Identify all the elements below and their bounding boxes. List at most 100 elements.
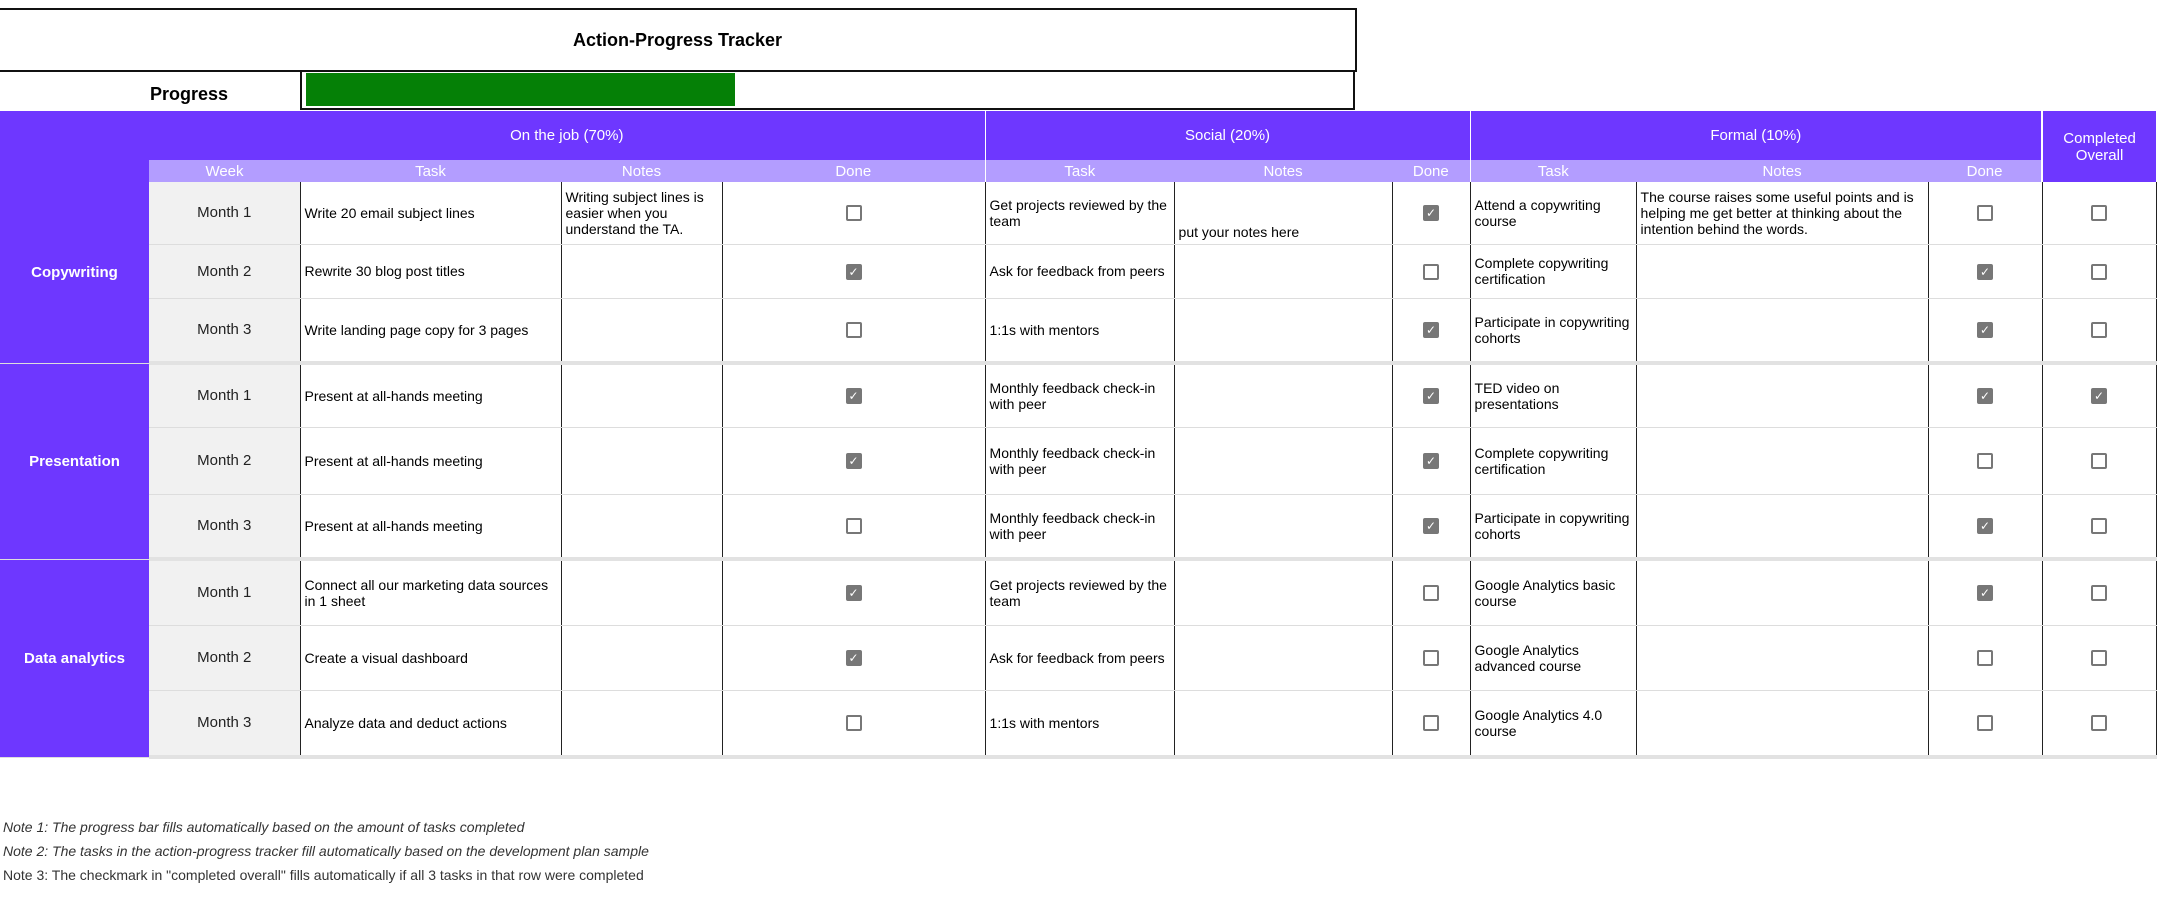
completed-overall-checkbox[interactable] xyxy=(2091,453,2108,470)
formal-notes[interactable] xyxy=(1635,427,1929,495)
formal-task[interactable]: Google Analytics basic course xyxy=(1469,559,1637,626)
formal-notes[interactable] xyxy=(1635,625,1929,691)
formal-task[interactable]: Google Analytics advanced course xyxy=(1469,625,1637,691)
social-notes[interactable] xyxy=(1173,298,1393,365)
otj-done-checkbox[interactable]: ✓ xyxy=(845,585,862,602)
formal-notes[interactable]: The course raises some useful points and… xyxy=(1635,182,1929,245)
social-task[interactable]: Get projects reviewed by the team xyxy=(984,559,1175,626)
otj-notes[interactable] xyxy=(560,690,722,759)
formal-notes[interactable] xyxy=(1635,559,1929,626)
social-done-checkbox[interactable] xyxy=(1423,585,1440,602)
completed-overall-checkbox[interactable] xyxy=(2091,205,2108,222)
formal-done-checkbox[interactable] xyxy=(1977,453,1994,470)
note-1: Note 1: The progress bar fills automatic… xyxy=(3,819,525,835)
group-social: Social (20%) xyxy=(984,111,1471,160)
formal-task[interactable]: Participate in copywriting cohorts xyxy=(1469,494,1637,561)
social-notes[interactable] xyxy=(1173,559,1393,626)
social-task[interactable]: Monthly feedback check-in with peer xyxy=(984,363,1175,428)
formal-done-checkbox[interactable] xyxy=(1977,205,1994,222)
progress-fill xyxy=(306,73,736,106)
completed-overall-checkbox[interactable]: ✓ xyxy=(2091,388,2108,405)
otj-task[interactable]: Create a visual dashboard xyxy=(299,625,561,691)
otj-notes[interactable] xyxy=(560,494,722,561)
social-notes[interactable]: put your notes here xyxy=(1173,182,1393,245)
social-notes[interactable] xyxy=(1173,625,1393,691)
otj-task[interactable]: Write 20 email subject lines xyxy=(299,182,561,245)
otj-done-checkbox[interactable] xyxy=(845,322,862,339)
formal-task[interactable]: Complete copywriting certification xyxy=(1469,244,1637,299)
social-notes[interactable] xyxy=(1173,427,1393,495)
social-done-checkbox[interactable]: ✓ xyxy=(1423,388,1440,405)
social-done-checkbox[interactable]: ✓ xyxy=(1423,518,1440,535)
formal-task[interactable]: Attend a copywriting course xyxy=(1469,182,1637,245)
otj-task[interactable]: Present at all-hands meeting xyxy=(299,494,561,561)
formal-done-checkbox[interactable]: ✓ xyxy=(1977,518,1994,535)
social-task[interactable]: Monthly feedback check-in with peer xyxy=(984,427,1175,495)
week-header: Week xyxy=(149,160,300,182)
social-task[interactable]: Monthly feedback check-in with peer xyxy=(984,494,1175,561)
social-task[interactable]: 1:1s with mentors xyxy=(984,690,1175,759)
formal-task[interactable]: Participate in copywriting cohorts xyxy=(1469,298,1637,365)
otj-done-checkbox[interactable]: ✓ xyxy=(845,453,862,470)
social-notes[interactable] xyxy=(1173,363,1393,428)
completed-overall-checkbox[interactable] xyxy=(2091,715,2108,732)
otj-done-checkbox[interactable] xyxy=(845,205,862,222)
social-task[interactable]: 1:1s with mentors xyxy=(984,298,1175,365)
done-header: Done xyxy=(1392,160,1471,182)
social-notes[interactable] xyxy=(1173,494,1393,561)
completed-overall-checkbox[interactable] xyxy=(2091,518,2108,535)
formal-done-checkbox[interactable] xyxy=(1977,715,1994,732)
otj-done-checkbox[interactable] xyxy=(845,715,862,732)
social-done-checkbox[interactable]: ✓ xyxy=(1423,205,1440,222)
formal-done-checkbox[interactable]: ✓ xyxy=(1977,322,1994,339)
social-done-checkbox[interactable] xyxy=(1423,650,1440,667)
social-done-checkbox[interactable] xyxy=(1423,263,1440,280)
category-label: Copywriting xyxy=(0,182,149,364)
social-task[interactable]: Ask for feedback from peers xyxy=(984,625,1175,691)
otj-task[interactable]: Write landing page copy for 3 pages xyxy=(299,298,561,365)
otj-notes[interactable] xyxy=(560,244,722,299)
otj-done-checkbox[interactable]: ✓ xyxy=(845,650,862,667)
otj-notes[interactable] xyxy=(560,363,722,428)
otj-done-checkbox[interactable] xyxy=(845,518,862,535)
otj-done-checkbox[interactable]: ✓ xyxy=(845,263,862,280)
formal-task[interactable]: TED video on presentations xyxy=(1469,363,1637,428)
formal-done-checkbox[interactable] xyxy=(1977,650,1994,667)
social-done-checkbox[interactable] xyxy=(1423,715,1440,732)
formal-done-checkbox[interactable]: ✓ xyxy=(1977,263,1994,280)
formal-task[interactable]: Google Analytics 4.0 course xyxy=(1469,690,1637,759)
formal-task[interactable]: Complete copywriting certification xyxy=(1469,427,1637,495)
completed-overall-checkbox[interactable] xyxy=(2091,650,2108,667)
formal-notes[interactable] xyxy=(1635,494,1929,561)
otj-task[interactable]: Present at all-hands meeting xyxy=(299,427,561,495)
formal-notes[interactable] xyxy=(1635,363,1929,428)
completed-overall-checkbox[interactable] xyxy=(2091,322,2108,339)
social-notes[interactable] xyxy=(1173,244,1393,299)
otj-notes[interactable]: Writing subject lines is easier when you… xyxy=(560,182,722,245)
table-row: Copywriting Month 1 Write 20 email subjec… xyxy=(0,182,2157,364)
social-task[interactable]: Get projects reviewed by the team xyxy=(984,182,1175,245)
completed-overall-checkbox[interactable] xyxy=(2091,263,2108,280)
note-2: Note 2: The tasks in the action-progress… xyxy=(3,843,649,859)
social-done-checkbox[interactable]: ✓ xyxy=(1423,322,1440,339)
table-row: Month 3 Write landing page copy for 3 pa… xyxy=(0,298,2157,365)
otj-notes[interactable] xyxy=(560,427,722,495)
otj-done-checkbox[interactable]: ✓ xyxy=(845,388,862,405)
otj-notes[interactable] xyxy=(560,625,722,691)
formal-notes[interactable] xyxy=(1635,298,1929,365)
otj-task[interactable]: Analyze data and deduct actions xyxy=(299,690,561,759)
completed-overall-checkbox[interactable] xyxy=(2091,585,2108,602)
formal-done-checkbox[interactable]: ✓ xyxy=(1977,388,1994,405)
formal-notes[interactable] xyxy=(1635,690,1929,759)
completed-overall-header: Completed Overall xyxy=(2041,111,2157,182)
social-task[interactable]: Ask for feedback from peers xyxy=(984,244,1175,299)
otj-task[interactable]: Connect all our marketing data sources i… xyxy=(299,559,561,626)
social-notes[interactable] xyxy=(1173,690,1393,759)
otj-notes[interactable] xyxy=(560,559,722,626)
social-done-checkbox[interactable]: ✓ xyxy=(1423,453,1440,470)
formal-done-checkbox[interactable]: ✓ xyxy=(1977,585,1994,602)
otj-task[interactable]: Rewrite 30 blog post titles xyxy=(299,244,561,299)
otj-task[interactable]: Present at all-hands meeting xyxy=(299,363,561,428)
otj-notes[interactable] xyxy=(560,298,722,365)
formal-notes[interactable] xyxy=(1635,244,1929,299)
